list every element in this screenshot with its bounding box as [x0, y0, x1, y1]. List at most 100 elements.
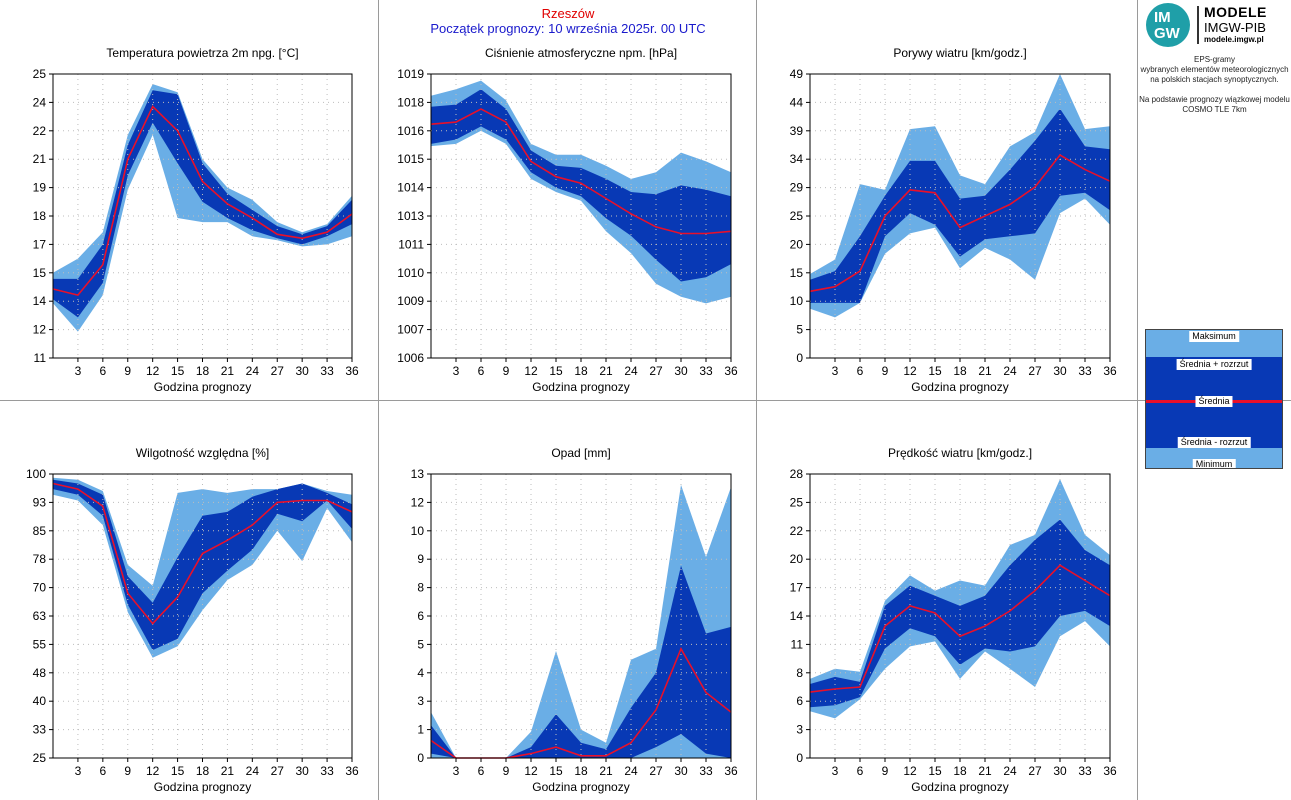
y-tick-label: 0	[796, 751, 803, 765]
x-tick-label: 9	[503, 764, 510, 778]
x-tick-label: 9	[882, 364, 889, 378]
x-tick-label: 3	[75, 364, 82, 378]
x-tick-label: 6	[478, 364, 485, 378]
x-tick-label: 27	[649, 364, 663, 378]
x-tick-label: 33	[1078, 364, 1092, 378]
band-mean-spread	[810, 519, 1110, 708]
legend-band-outer-bottom	[1146, 448, 1282, 468]
y-tick-label: 1015	[397, 152, 424, 166]
chart-title: Temperatura powietrza 2m npg. [°C]	[106, 46, 298, 60]
chart-title: Porywy wiatru [km/godz.]	[893, 46, 1026, 60]
x-tick-label: 18	[196, 364, 210, 378]
x-tick-label: 30	[1053, 764, 1067, 778]
y-tick-label: 3	[796, 723, 803, 737]
x-tick-label: 21	[221, 764, 235, 778]
x-tick-label: 3	[75, 764, 82, 778]
x-tick-label: 30	[674, 364, 688, 378]
x-axis-label: Godzina prognozy	[911, 780, 1008, 794]
x-tick-label: 12	[146, 364, 160, 378]
y-tick-label: 10	[411, 524, 425, 538]
y-tick-label: 28	[790, 467, 804, 481]
x-tick-label: 9	[503, 364, 510, 378]
y-tick-label: 5	[796, 323, 803, 337]
y-tick-label: 48	[33, 666, 47, 680]
description-line-4: Na podstawie prognozy wiązkowej modelu	[1139, 95, 1290, 104]
y-tick-label: 15	[33, 266, 47, 280]
legend-label-max: Maksimum	[1189, 331, 1239, 342]
y-tick-label: 17	[33, 237, 47, 251]
y-tick-label: 24	[33, 95, 47, 109]
x-tick-label: 27	[271, 764, 285, 778]
y-tick-label: 40	[33, 694, 47, 708]
x-tick-label: 3	[453, 764, 460, 778]
x-tick-label: 12	[903, 764, 917, 778]
y-tick-label: 25	[790, 209, 804, 223]
x-axis-label: Godzina prognozy	[911, 380, 1008, 394]
x-tick-label: 15	[549, 764, 563, 778]
x-tick-label: 6	[99, 764, 106, 778]
y-tick-label: 0	[417, 751, 424, 765]
y-tick-label: 70	[33, 581, 47, 595]
y-tick-label: 10	[790, 294, 804, 308]
y-tick-label: 93	[33, 495, 47, 509]
chart-title: Opad [mm]	[551, 446, 610, 460]
legend-label-mean-plus: Średnia + rozrzut	[1176, 359, 1252, 370]
x-tick-label: 33	[320, 764, 334, 778]
x-tick-label: 3	[832, 364, 839, 378]
y-tick-label: 1	[417, 723, 424, 737]
y-tick-label: 33	[33, 723, 47, 737]
x-tick-label: 9	[124, 364, 131, 378]
y-tick-label: 11	[34, 351, 47, 365]
forecast-start: Początek prognozy: 10 września 2025r. 00…	[430, 21, 706, 36]
imgw-logo[interactable]: IM GW MODELE IMGW-PIB modele.imgw.pl	[1146, 3, 1286, 47]
x-tick-label: 21	[221, 364, 235, 378]
mean-line	[52, 482, 353, 625]
x-tick-label: 12	[524, 364, 538, 378]
x-axis-label: Godzina prognozy	[532, 380, 629, 394]
x-tick-label: 27	[1028, 364, 1042, 378]
y-tick-label: 1018	[397, 95, 424, 109]
band-mean-spread	[810, 108, 1110, 303]
y-tick-label: 20	[790, 552, 804, 566]
logo-mark-top: IM	[1154, 9, 1171, 26]
legend-label-mean: Średnia	[1195, 396, 1233, 407]
x-axis-label: Godzina prognozy	[154, 780, 251, 794]
y-tick-label: 1011	[398, 237, 424, 251]
x-tick-label: 18	[574, 764, 588, 778]
y-tick-label: 34	[790, 152, 804, 166]
x-tick-label: 9	[882, 764, 889, 778]
description-line-2: wybranych elementów meteorologicznych	[1140, 65, 1289, 74]
x-tick-label: 15	[928, 364, 942, 378]
x-tick-label: 36	[1103, 764, 1117, 778]
x-tick-label: 15	[549, 364, 563, 378]
band-mean-spread	[431, 89, 731, 282]
x-tick-label: 30	[295, 364, 309, 378]
info-sidebar: IM GW MODELE IMGW-PIB modele.imgw.pl EPS…	[1138, 0, 1291, 800]
x-tick-label: 6	[99, 364, 106, 378]
x-tick-label: 12	[146, 764, 160, 778]
x-tick-label: 15	[171, 364, 185, 378]
legend-label-min: Minimum	[1192, 459, 1236, 468]
x-tick-label: 36	[1103, 364, 1117, 378]
x-tick-label: 24	[624, 764, 638, 778]
x-tick-label: 36	[724, 764, 738, 778]
description-line-1: EPS-gramy	[1194, 55, 1235, 64]
x-tick-label: 21	[978, 764, 992, 778]
x-tick-label: 18	[953, 764, 967, 778]
y-tick-label: 1010	[397, 266, 424, 280]
y-tick-label: 3	[417, 694, 424, 708]
x-tick-label: 30	[1053, 364, 1067, 378]
y-tick-label: 1014	[397, 181, 424, 195]
y-tick-label: 8	[417, 581, 424, 595]
x-tick-label: 18	[953, 364, 967, 378]
mean-line	[809, 564, 1111, 693]
x-tick-label: 18	[196, 764, 210, 778]
description-line-3: na polskich stacjach synoptycznych.	[1150, 75, 1279, 84]
chart-title: Prędkość wiatru [km/godz.]	[888, 446, 1032, 460]
y-tick-label: 63	[33, 609, 47, 623]
x-tick-label: 6	[857, 364, 864, 378]
x-tick-label: 21	[978, 364, 992, 378]
